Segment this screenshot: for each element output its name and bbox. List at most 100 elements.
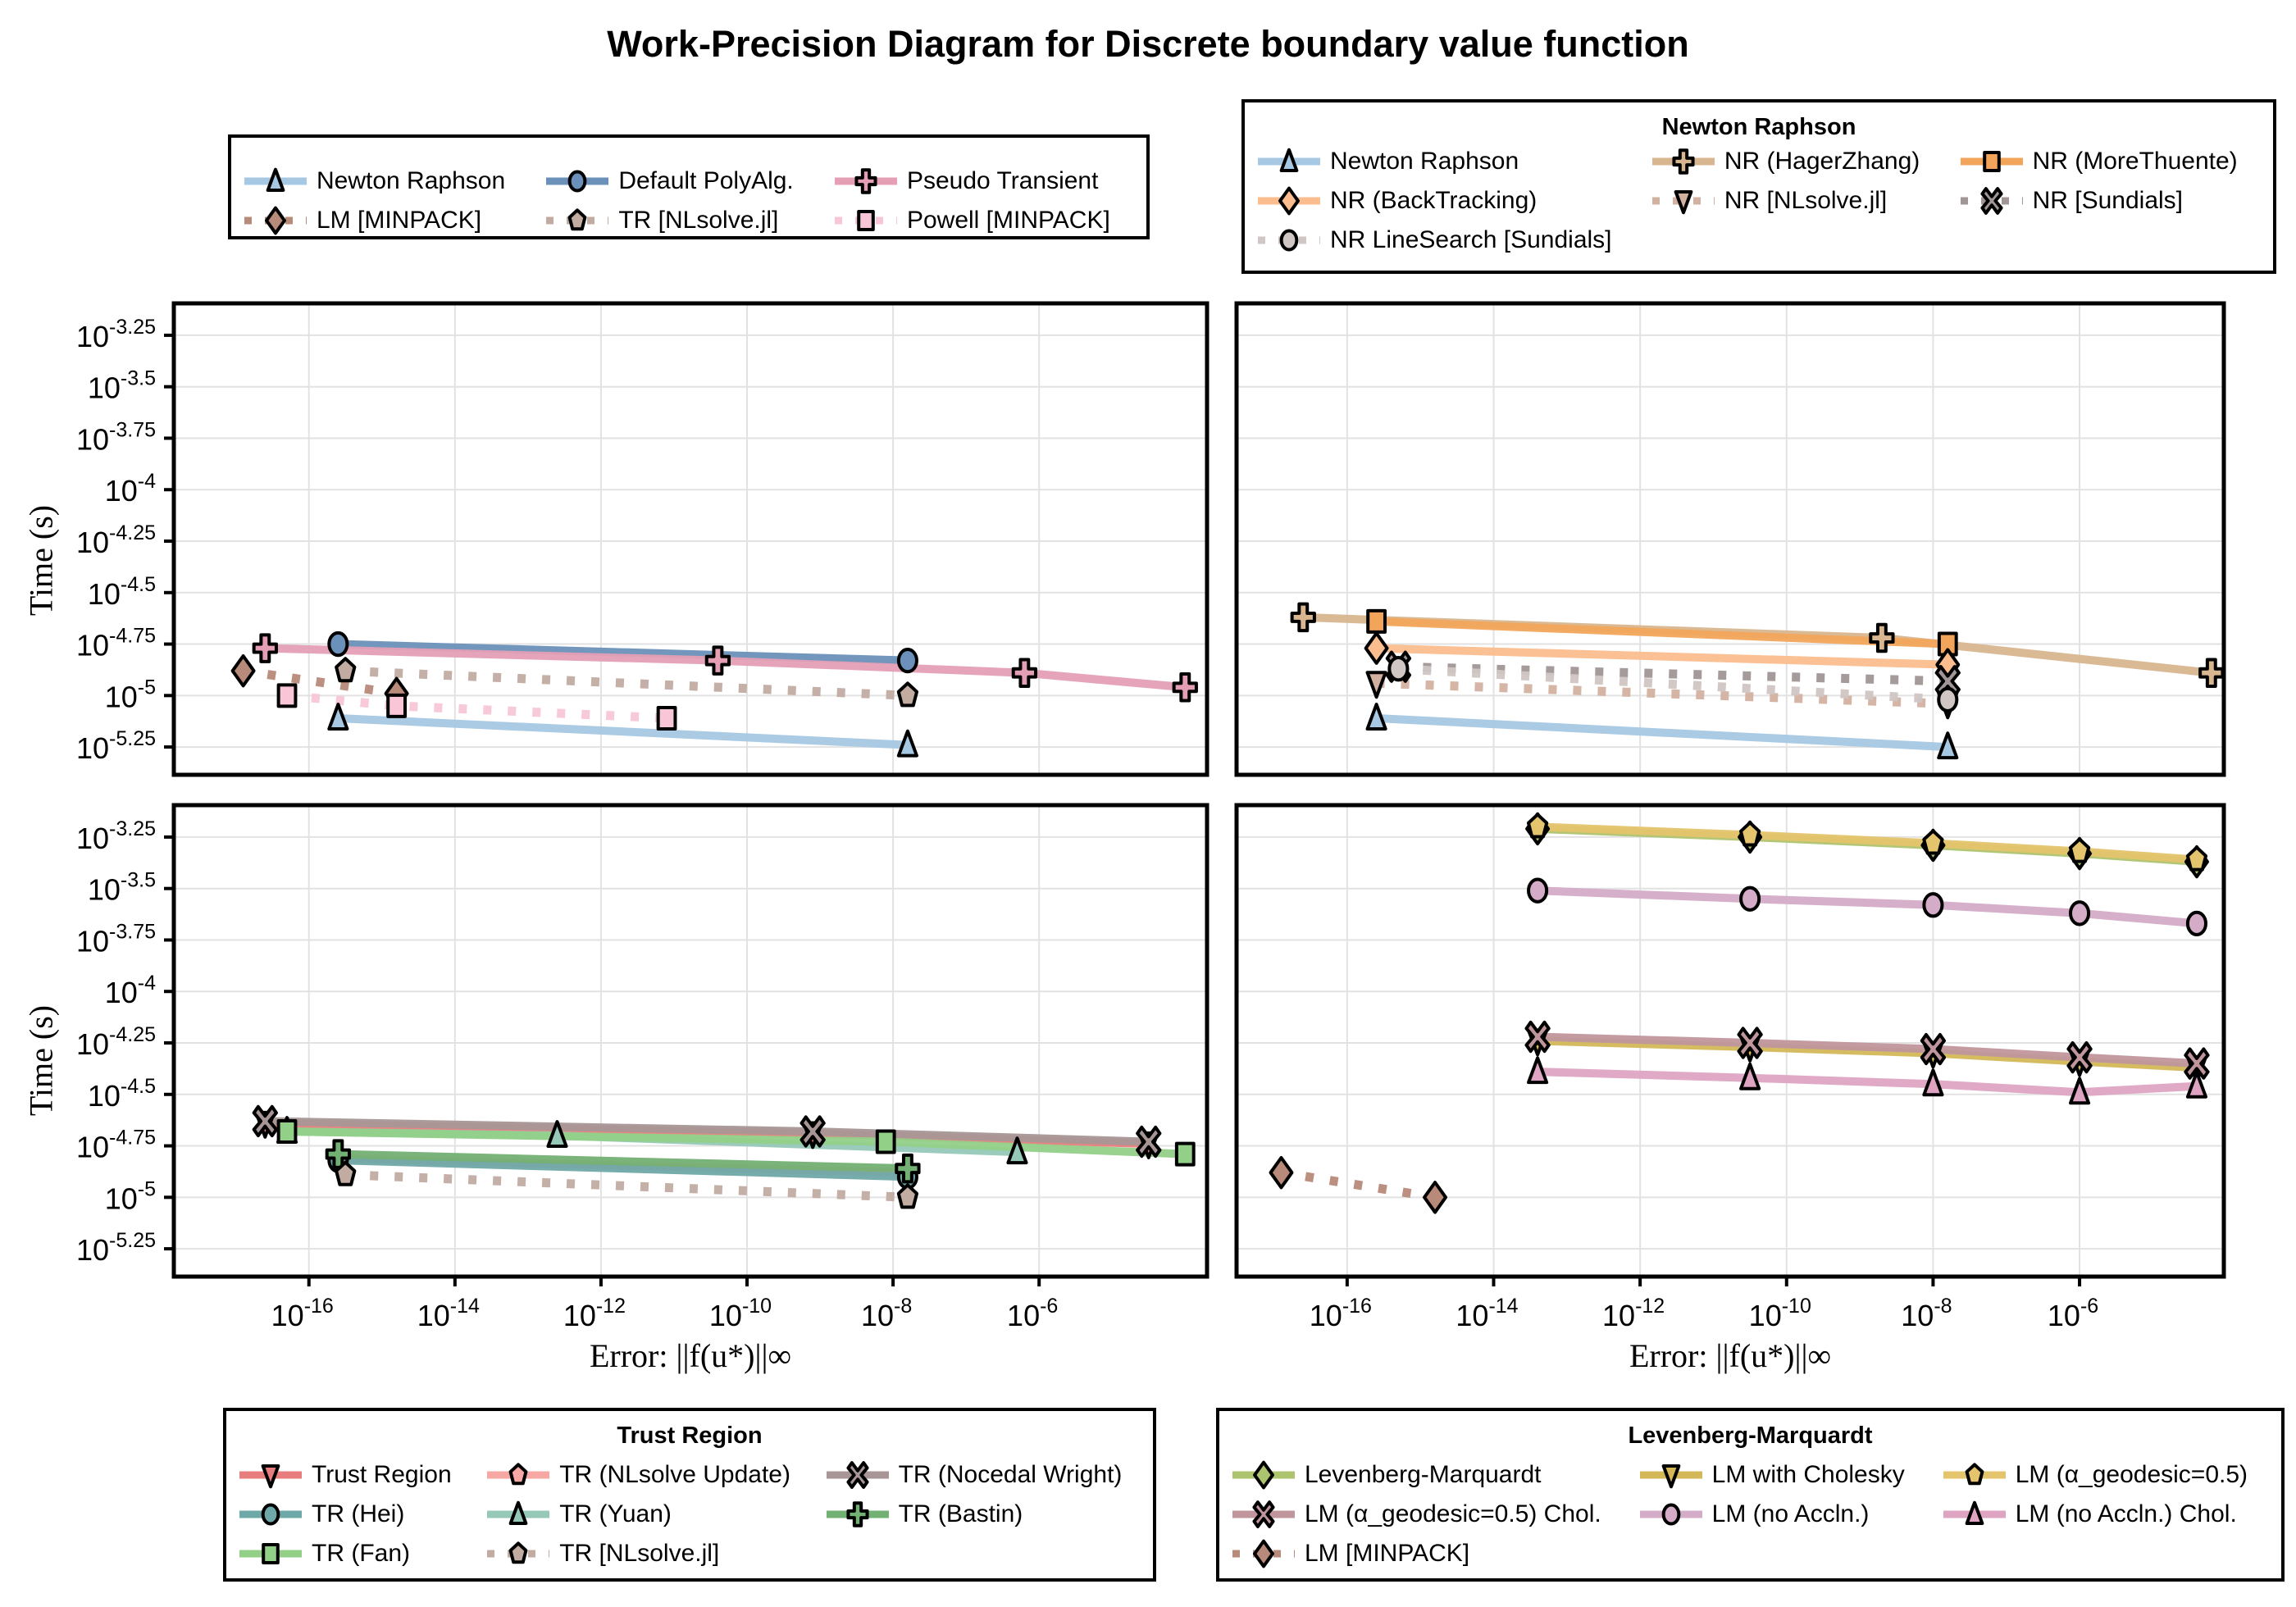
legend-entry: Newton Raphson xyxy=(1256,143,1636,180)
data-point-circle xyxy=(896,647,918,674)
legend-label: LM [MINPACK] xyxy=(1305,1540,1470,1567)
data-point-x xyxy=(2066,1040,2093,1074)
legend-swatch-circle-icon xyxy=(1258,229,1320,252)
y-tick-label: 10-4.75 xyxy=(76,625,156,662)
legend-title: Newton Raphson xyxy=(1661,114,1856,140)
legend-entry: NR LineSearch [Sundials] xyxy=(1256,221,1636,259)
series-line xyxy=(338,713,909,749)
x-tick-label: 10-16 xyxy=(1310,1295,1372,1332)
legend-title: Levenberg-Marquardt xyxy=(1628,1423,1873,1449)
legend-entry: LM [MINPACK] xyxy=(1231,1535,1624,1573)
legend-label: NR [NLsolve.jl] xyxy=(1724,187,1888,214)
legend-label: LM [MINPACK] xyxy=(317,207,482,234)
legend-entry: NR (HagerZhang) xyxy=(1651,143,1944,180)
plot-frame xyxy=(171,301,1210,777)
data-point-rect xyxy=(875,1129,896,1154)
legend-label: TR (Nocedal Wright) xyxy=(898,1461,1123,1488)
series-line xyxy=(345,1170,909,1202)
legend-entry: TR (NLsolve Update) xyxy=(485,1456,809,1494)
plot-frame xyxy=(171,803,1210,1279)
data-point-pentagon xyxy=(1922,829,1944,855)
data-point-triangle-down xyxy=(1365,671,1387,699)
legend-label: TR (Hei) xyxy=(312,1500,405,1527)
legend-swatch-pentagon-icon xyxy=(1943,1463,2006,1486)
data-point-rect xyxy=(276,683,298,708)
legend-swatch-diamond-icon xyxy=(1232,1460,1295,1490)
data-point-rect xyxy=(656,705,677,731)
data-point-triangle-up xyxy=(2185,1070,2208,1099)
plot-frame xyxy=(1234,301,2226,777)
data-point-diamond xyxy=(1269,1155,1294,1190)
legend-label: TR [NLsolve.jl] xyxy=(618,207,779,234)
legend-swatch-diamond-icon xyxy=(1232,1539,1295,1568)
x-tick-label: 10-12 xyxy=(1602,1295,1665,1332)
data-point-x xyxy=(800,1115,826,1148)
data-point-rect xyxy=(1174,1141,1196,1167)
legend-entry: TR (Nocedal Wright) xyxy=(825,1456,1141,1494)
series-line xyxy=(1376,713,1948,752)
data-point-circle xyxy=(1739,885,1761,912)
y-axis-label-text: Time (s) xyxy=(22,504,60,617)
data-point-pentagon xyxy=(896,1183,919,1209)
series-line xyxy=(1398,664,1948,704)
y-tick-label: 10-3.5 xyxy=(88,869,156,907)
legend-swatch-circle-icon xyxy=(239,1503,302,1526)
chart-title: Work-Precision Diagram for Discrete boun… xyxy=(607,23,1689,65)
legend-entry: NR (BackTracking) xyxy=(1256,182,1636,220)
x-tick-label: 10-14 xyxy=(417,1295,480,1332)
plot-frame xyxy=(1234,803,2226,1279)
data-point-x xyxy=(1136,1125,1162,1159)
legend-label: Default PolyAlg. xyxy=(618,167,794,194)
legend-entry: LM (α_geodesic=0.5) Chol. xyxy=(1231,1495,1624,1533)
legend-label: TR (Fan) xyxy=(312,1540,410,1567)
y-tick-label: 10-3.5 xyxy=(88,367,156,405)
legend-label: Levenberg-Marquardt xyxy=(1305,1461,1542,1488)
legend-label: LM with Cholesky xyxy=(1711,1461,1905,1488)
y-axis-label-text: Time (s) xyxy=(22,1004,60,1117)
legend-entry: Powell [MINPACK] xyxy=(833,202,1135,239)
legend-label: Powell [MINPACK] xyxy=(906,207,1110,234)
legend-swatch-triangle-up-icon xyxy=(487,1500,550,1525)
y-axis-label-top: Time (s) xyxy=(22,487,61,635)
data-point-x xyxy=(2184,1047,2210,1080)
data-point-rect xyxy=(276,1118,298,1144)
y-tick-label: 10-5.25 xyxy=(76,727,156,765)
panel-bottom-left: 10-3.25 10-3.5 10-3.75 10-4 10-4.25 10-4.5 10-… xyxy=(76,803,1210,1332)
y-tick-label: 10-4.75 xyxy=(76,1127,156,1164)
series-line xyxy=(338,1149,909,1173)
series-line xyxy=(242,666,398,699)
data-point-x xyxy=(1737,1027,1763,1059)
data-point-cross xyxy=(1869,622,1895,653)
data-point-circle xyxy=(327,631,349,658)
data-point-cross xyxy=(1172,672,1198,703)
data-point-x xyxy=(252,1104,278,1138)
series-line xyxy=(1398,662,1948,686)
data-point-circle xyxy=(1387,656,1410,682)
y-axis-label-bottom: Time (s) xyxy=(22,987,61,1135)
data-point-circle xyxy=(2185,910,2208,937)
y-tick-label: 10-4 xyxy=(105,972,156,1009)
legend-label: LM (α_geodesic=0.5) Chol. xyxy=(1305,1500,1601,1527)
series-line xyxy=(345,666,909,700)
data-point-diamond xyxy=(1423,1181,1448,1214)
legend-entry: LM with Cholesky xyxy=(1638,1456,1927,1494)
legend-swatch-cross-icon xyxy=(834,168,897,194)
x-tick-label: 10-10 xyxy=(709,1295,772,1332)
legend-label: NR (BackTracking) xyxy=(1330,187,1538,214)
legend-swatch-triangle-down-icon xyxy=(239,1464,302,1489)
legend-title: Trust Region xyxy=(617,1423,763,1449)
x-tick-label: 10-6 xyxy=(1007,1295,1058,1332)
legend-swatch-x-icon xyxy=(1232,1500,1295,1528)
plot-area xyxy=(174,805,1207,1277)
data-point-triangle-up xyxy=(327,703,349,731)
legend-swatch-pentagon-icon xyxy=(546,208,609,231)
data-point-pentagon xyxy=(2068,837,2091,863)
x-tick-label: 10-12 xyxy=(563,1295,626,1332)
legend-entry: TR (Hei) xyxy=(238,1495,471,1533)
legend-swatch-rect-icon xyxy=(1960,151,2023,172)
data-point-cross xyxy=(1011,658,1038,688)
data-point-triangle-up xyxy=(546,1120,568,1149)
x-tick-label: 10-10 xyxy=(1749,1295,1811,1332)
legend-entry: Default PolyAlg. xyxy=(544,162,818,200)
series-line xyxy=(338,1156,909,1181)
